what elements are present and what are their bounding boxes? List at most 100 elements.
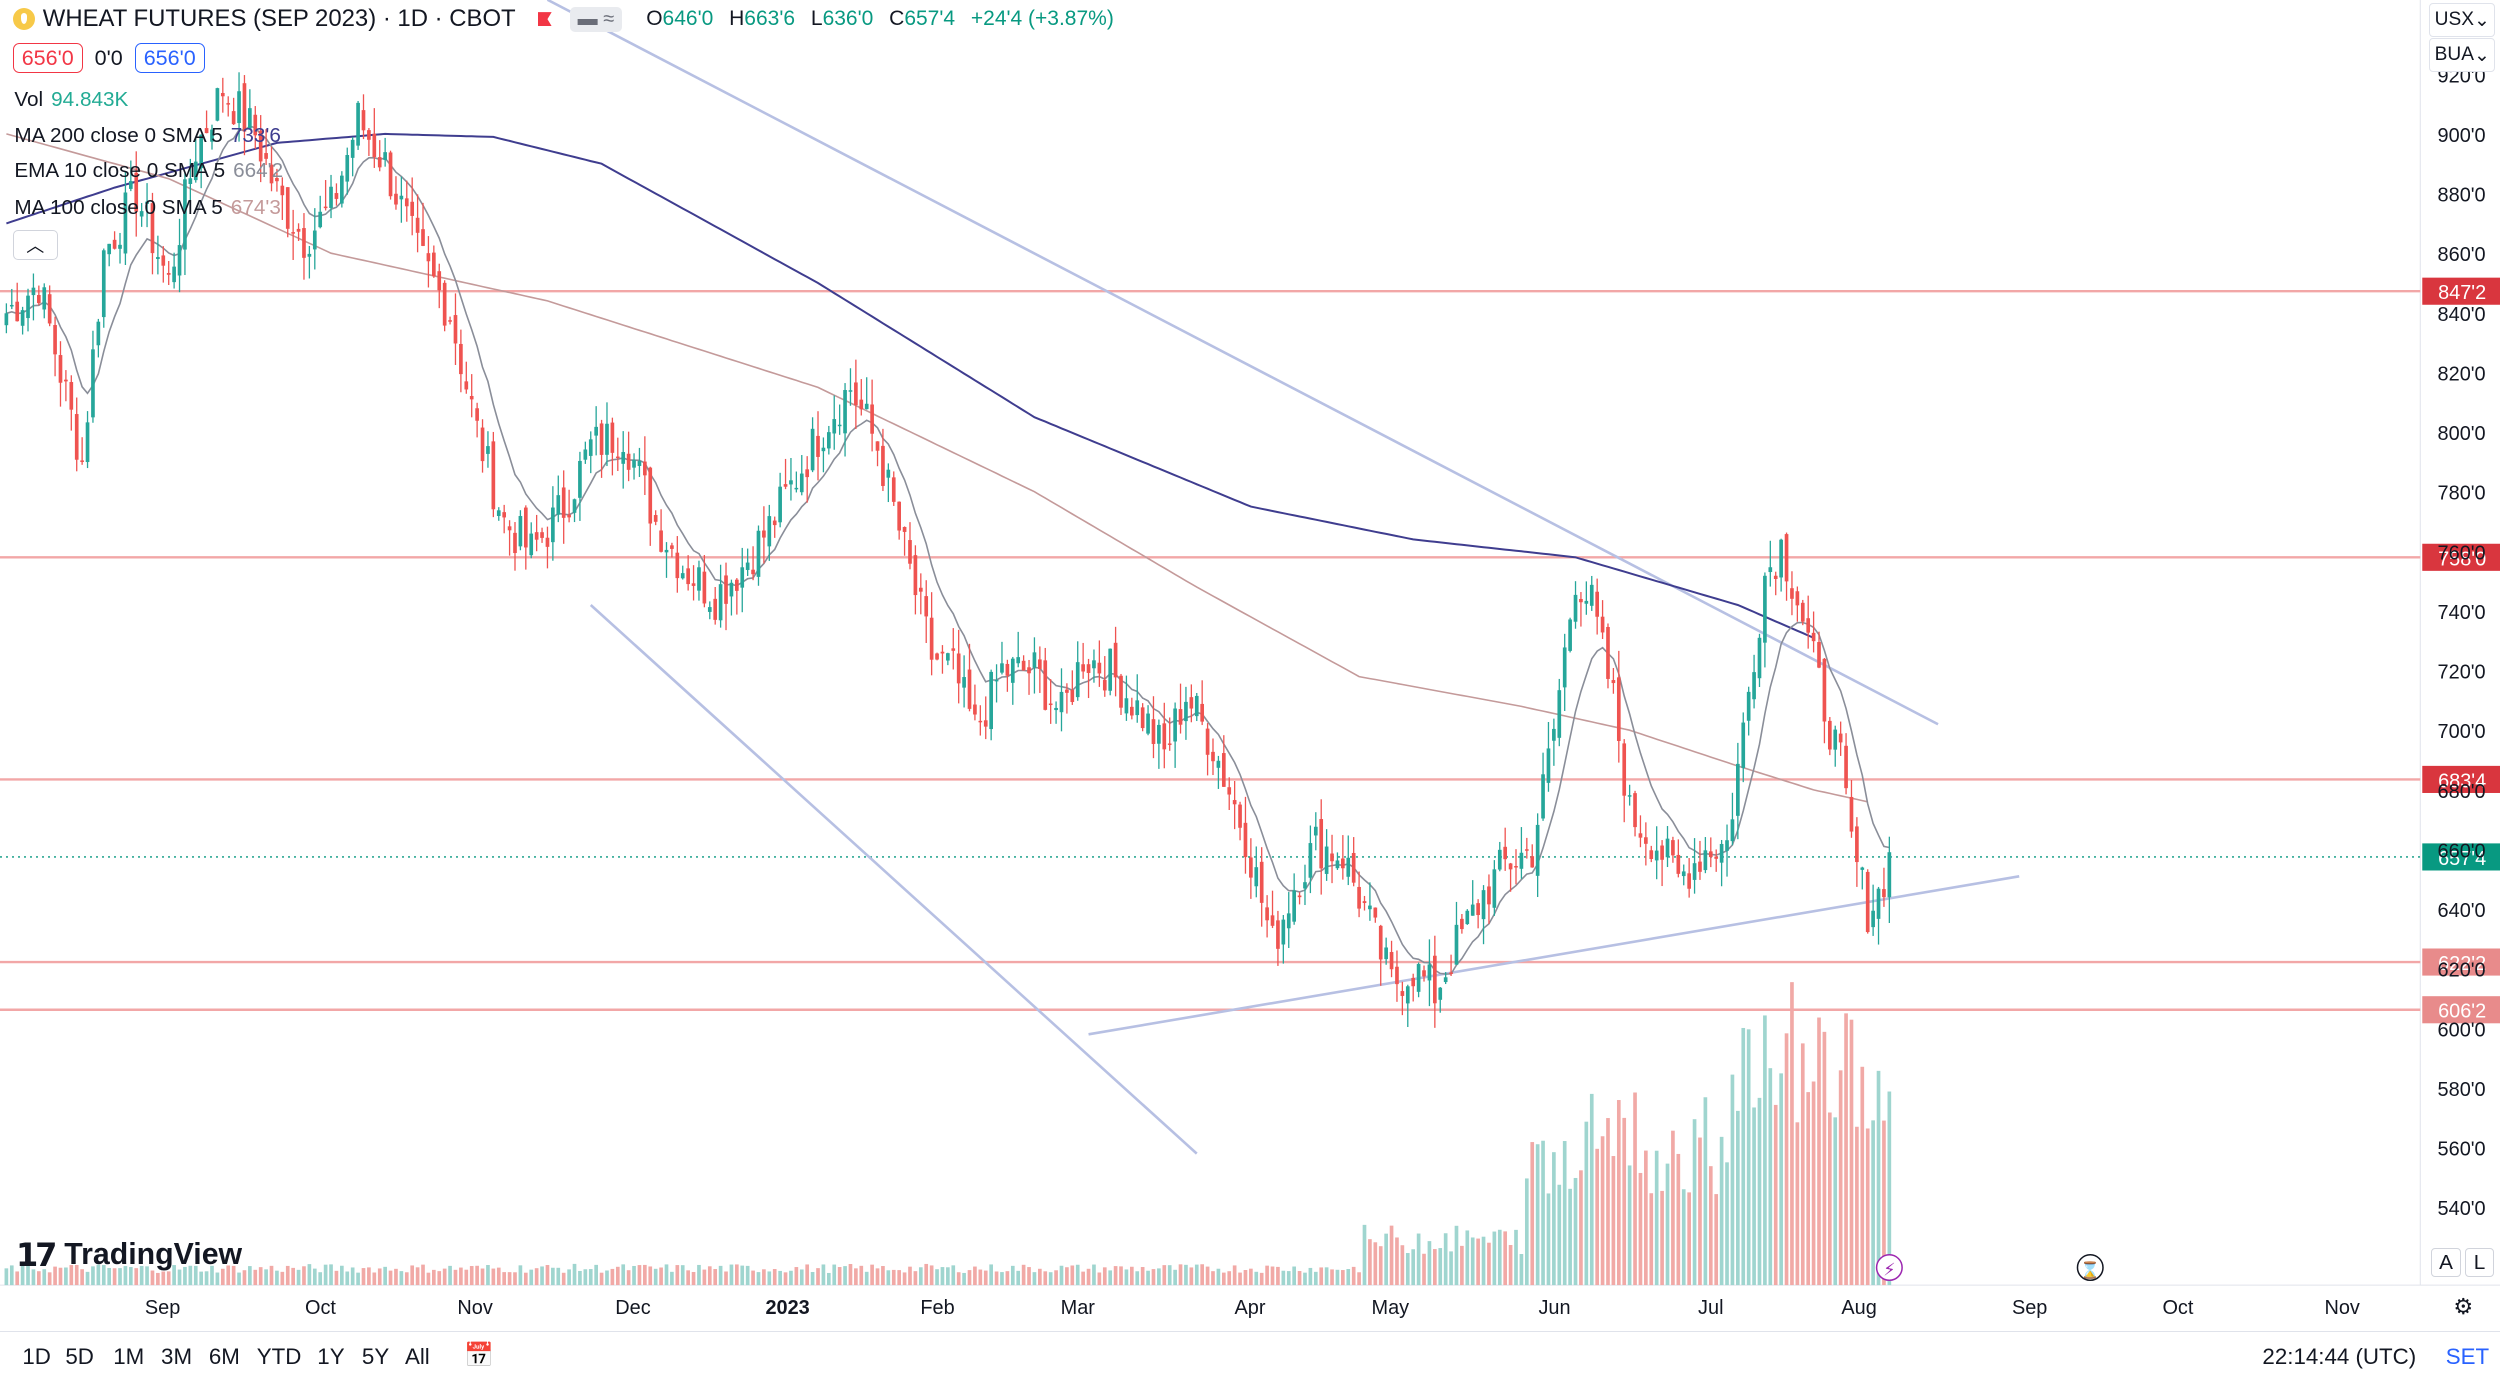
candle-body [410,201,415,216]
utc-clock[interactable]: 22:14:44 (UTC) [2262,1344,2417,1370]
trend-line[interactable] [589,604,1198,1155]
candle-body [762,530,766,538]
timeframe-3m[interactable]: 3M [161,1344,193,1370]
currency-selector[interactable]: USX ⌄ [2429,3,2496,38]
ma200-line[interactable] [6,132,1814,639]
symbol-title[interactable]: WHEAT FUTURES (SEP 2023) · 1D · CBOT [42,5,516,33]
timeframe-ytd[interactable]: YTD [256,1344,302,1370]
candle-body [1124,698,1129,714]
timeframe-5y[interactable]: 5Y [361,1344,390,1370]
candle-body [1535,824,1540,876]
volume-bar [534,1268,539,1286]
volume-bar [1681,1189,1686,1286]
volume-bar [1817,1017,1821,1286]
volume-bar [897,1270,901,1286]
volume-bar [85,1271,90,1286]
calendar-icon[interactable]: 📅 [463,1341,494,1369]
ema10-line[interactable] [6,125,1890,975]
log-scale-button[interactable]: L [2464,1248,2495,1278]
log-scale-label: L [2473,1250,2486,1274]
candle-body [42,287,47,310]
volume-bar [1173,1269,1177,1286]
volume-bar [832,1264,837,1286]
volume-bar [989,1264,993,1286]
candle-body [837,424,842,427]
candle-body [832,419,837,434]
hourglass-icon[interactable] [2076,1254,2104,1282]
volume-bar [1552,1152,1556,1286]
volume-bar [1822,1031,1827,1286]
candle-body [843,390,847,434]
symbol-header[interactable]: WHEAT FUTURES (SEP 2023) · 1D · CBOT ▬ ≈… [12,3,1124,35]
volume-bar [248,1266,252,1286]
minus-icon: ▬ [577,7,604,30]
legend-ema10-value: 664'2 [233,159,284,183]
trend-line[interactable] [546,0,1939,726]
collapse-legend-button[interactable]: ︿ [12,229,58,261]
volume-bar [183,1266,187,1286]
chevron-up-icon: ︿ [26,235,45,256]
legend-ma200[interactable]: MA 200 close 0 SMA 5 733'6 [14,124,281,148]
candle-body [594,426,598,436]
y-tick-label: 860'0 [2438,244,2486,266]
volume-bar [789,1270,793,1286]
unit-selector[interactable]: BUA ⌄ [2429,38,2496,73]
volume-bar [1119,1266,1123,1286]
volume-bar [459,1267,463,1286]
volume-bar [96,1264,101,1286]
candle-body [1054,707,1058,711]
timeframe-1m[interactable]: 1M [113,1344,145,1370]
volume-bar [1405,1253,1410,1286]
candle-body [913,555,918,596]
candle-body [1730,819,1735,842]
candle-body [1530,856,1535,868]
tradingview-logo[interactable]: 𝟭𝟳 TradingView [16,1236,242,1274]
candle-body [291,232,295,234]
lightning-icon[interactable] [1875,1254,1903,1282]
timeframe-1d[interactable]: 1D [22,1344,51,1370]
candle-body [1838,733,1843,743]
legend-ema10[interactable]: EMA 10 close 0 SMA 5 664'2 [14,159,283,183]
currency-label: USX [2434,9,2474,31]
volume-bar [388,1270,393,1286]
volume-bar [1027,1267,1031,1286]
candle-body [1784,534,1789,582]
legend-volume[interactable]: Vol 94.843K [14,88,128,112]
volume-bar [1341,1270,1345,1286]
volume-bar [983,1270,988,1286]
volume-bar [670,1271,674,1286]
buy-price-button[interactable]: 656'0 [134,43,205,74]
timeframe-1y[interactable]: 1Y [317,1344,345,1370]
candle-body [924,596,929,617]
sell-price-button[interactable]: 656'0 [12,43,83,74]
volume-bar [1784,1033,1789,1286]
timeframe-all[interactable]: All [404,1344,430,1370]
volume-bar [139,1265,144,1286]
timeframe-6m[interactable]: 6M [208,1344,240,1370]
indicator-pill[interactable]: ▬ ≈ [569,6,623,32]
flag-icon[interactable] [537,12,552,27]
timeframe-5d[interactable]: 5D [65,1344,94,1370]
volume-bar [691,1271,696,1286]
volume-bar [469,1266,474,1286]
volume-bar [783,1272,788,1286]
candle-body [1579,598,1583,603]
gear-icon[interactable]: ⚙ [2453,1294,2473,1320]
auto-scale-button[interactable]: A [2431,1248,2461,1278]
legend-ma100[interactable]: MA 100 close 0 SMA 5 674'3 [14,196,281,220]
session-button[interactable]: SET [2445,1344,2490,1370]
candle-body [583,449,588,460]
candle-body [323,206,328,209]
volume-bar [1254,1271,1259,1286]
ma100-line[interactable] [6,133,1868,803]
volume-bar [935,1269,939,1286]
ohlc-o-label: O [646,7,663,31]
candle-body [783,484,788,487]
candle-body [4,313,9,326]
candle-body [1162,723,1167,750]
candle-body [356,102,360,146]
volume-bar [588,1269,593,1286]
candle-body [269,164,274,184]
trend-line[interactable] [1088,875,2020,1036]
